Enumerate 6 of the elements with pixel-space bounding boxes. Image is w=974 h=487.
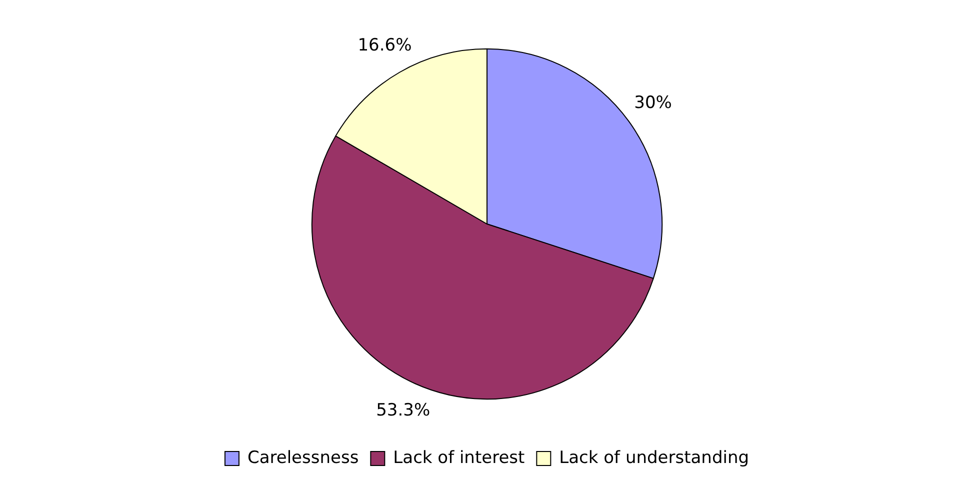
data-label: 16.6% xyxy=(358,36,412,56)
legend-label: Lack of interest xyxy=(393,448,526,468)
data-label: 53.3% xyxy=(376,400,430,421)
data-label: 30% xyxy=(634,93,672,114)
legend-label: Lack of understanding xyxy=(559,448,750,468)
legend-label: Carelessness xyxy=(247,448,359,468)
